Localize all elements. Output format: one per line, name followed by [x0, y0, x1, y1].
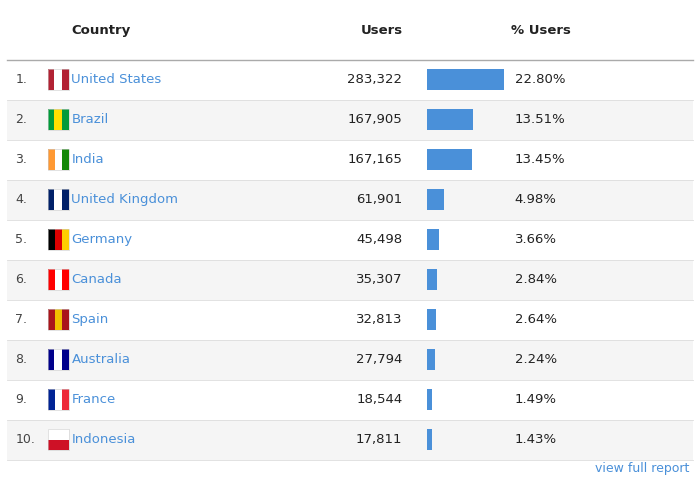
Bar	[48, 270, 69, 290]
Bar	[427, 350, 435, 370]
Bar	[54, 190, 62, 210]
Text: 13.51%: 13.51%	[514, 114, 566, 126]
Bar	[7, 300, 693, 340]
Text: United Kingdom: United Kingdom	[71, 194, 178, 206]
Bar	[427, 309, 436, 330]
Bar	[48, 69, 69, 90]
Text: India: India	[71, 153, 104, 166]
Text: Australia: Australia	[71, 354, 130, 366]
Text: United States: United States	[71, 73, 162, 86]
Text: view full report: view full report	[595, 462, 690, 475]
Text: 2.64%: 2.64%	[514, 313, 556, 326]
Bar	[48, 229, 69, 250]
Bar	[7, 420, 693, 460]
Text: 167,905: 167,905	[348, 114, 402, 126]
Text: 1.: 1.	[15, 73, 27, 86]
Bar	[48, 350, 69, 370]
Bar	[48, 350, 69, 370]
Text: Canada: Canada	[71, 274, 122, 286]
Bar	[62, 309, 69, 330]
Bar	[54, 69, 62, 90]
Text: 2.: 2.	[15, 114, 27, 126]
Text: % Users: % Users	[511, 24, 571, 37]
Text: France: France	[71, 393, 116, 406]
Bar	[48, 389, 69, 410]
Bar	[48, 149, 69, 170]
Bar	[48, 309, 69, 330]
Text: 283,322: 283,322	[347, 73, 402, 86]
Text: Spain: Spain	[71, 313, 108, 326]
Bar	[55, 389, 62, 410]
Bar	[62, 149, 69, 170]
Text: 17,811: 17,811	[356, 433, 402, 446]
Bar	[62, 270, 69, 290]
Text: 27,794: 27,794	[356, 354, 402, 366]
Bar	[55, 149, 62, 170]
Text: 10.: 10.	[15, 433, 35, 446]
Bar	[62, 229, 69, 250]
Bar	[48, 190, 69, 210]
Text: Brazil: Brazil	[71, 114, 108, 126]
Bar	[48, 309, 55, 330]
Text: 2.84%: 2.84%	[514, 274, 556, 286]
Bar	[48, 270, 55, 290]
Bar	[427, 270, 437, 290]
Bar	[427, 430, 432, 450]
Bar	[48, 190, 69, 210]
Text: 22.80%: 22.80%	[514, 73, 565, 86]
Bar	[7, 180, 693, 220]
Bar	[7, 220, 693, 260]
Bar	[7, 100, 693, 140]
Bar	[48, 430, 69, 440]
Bar	[48, 69, 69, 90]
Bar	[48, 229, 55, 250]
Text: 1.49%: 1.49%	[514, 393, 556, 406]
Text: 167,165: 167,165	[348, 153, 402, 166]
Text: 3.66%: 3.66%	[514, 233, 556, 246]
Text: 35,307: 35,307	[356, 274, 402, 286]
Bar	[7, 380, 693, 420]
Text: Country: Country	[71, 24, 131, 37]
Text: 61,901: 61,901	[356, 194, 402, 206]
Text: 4.: 4.	[15, 194, 27, 206]
Bar	[55, 270, 62, 290]
Bar	[427, 69, 504, 90]
Bar	[7, 140, 693, 180]
Bar	[55, 309, 62, 330]
Text: 13.45%: 13.45%	[514, 153, 565, 166]
Text: Indonesia: Indonesia	[71, 433, 136, 446]
Bar	[427, 389, 432, 410]
Text: 6.: 6.	[15, 274, 27, 286]
Text: 8.: 8.	[15, 354, 27, 366]
Bar	[54, 350, 62, 370]
Text: 4.98%: 4.98%	[514, 194, 556, 206]
Bar	[427, 110, 473, 130]
Bar	[48, 149, 55, 170]
Bar	[427, 149, 473, 170]
Text: 45,498: 45,498	[356, 233, 402, 246]
Text: 2.24%: 2.24%	[514, 354, 556, 366]
Bar	[427, 190, 444, 210]
Bar	[48, 389, 55, 410]
Bar	[427, 229, 440, 250]
Text: 18,544: 18,544	[356, 393, 402, 406]
Bar	[62, 389, 69, 410]
Bar	[48, 430, 69, 450]
Bar	[7, 340, 693, 380]
Text: 1.43%: 1.43%	[514, 433, 556, 446]
Bar	[7, 60, 693, 100]
Bar	[54, 110, 62, 130]
Bar	[55, 229, 62, 250]
Bar	[48, 440, 69, 450]
Text: 32,813: 32,813	[356, 313, 402, 326]
Bar	[48, 110, 69, 130]
Text: Germany: Germany	[71, 233, 132, 246]
Text: 5.: 5.	[15, 233, 27, 246]
Bar	[48, 110, 69, 130]
Bar	[7, 260, 693, 300]
Text: 3.: 3.	[15, 153, 27, 166]
Text: 9.: 9.	[15, 393, 27, 406]
Text: 7.: 7.	[15, 313, 27, 326]
Text: Users: Users	[360, 24, 402, 37]
